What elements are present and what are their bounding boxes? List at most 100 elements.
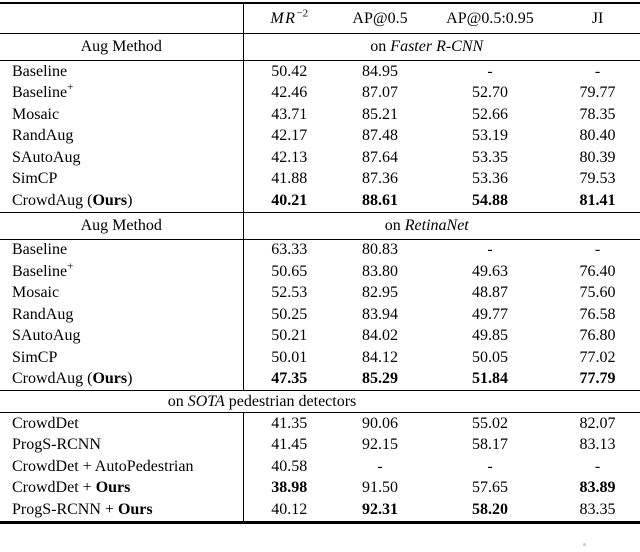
table-row: Mosaic 52.53 82.95 48.87 75.60 <box>0 282 640 304</box>
metric-value: 92.31 <box>362 500 398 518</box>
row-label: RandAug <box>12 127 74 145</box>
row-label: RandAug <box>12 305 74 323</box>
metric-value: 51.84 <box>425 368 555 391</box>
table-row-ours: CrowdAug (Ours) 40.21 88.61 54.88 81.41 <box>0 190 640 213</box>
band-suffix: pedestrian detectors <box>224 392 357 410</box>
metric-value: 76.40 <box>579 262 616 280</box>
metric-value: - <box>487 62 493 80</box>
row-label: SimCP <box>12 170 58 188</box>
metric-value: 83.80 <box>362 262 398 280</box>
metric-value: 50.65 <box>242 261 335 283</box>
metric-value: 54.88 <box>425 190 555 213</box>
metric-value: 87.48 <box>362 127 398 145</box>
group-header-aug-method: Aug Method <box>0 33 243 61</box>
metric-value: 76.80 <box>579 327 616 345</box>
metric-value: 79.53 <box>579 170 616 188</box>
table-row: RandAug 50.25 83.94 49.77 76.58 <box>0 304 640 326</box>
metric-value: 88.61 <box>335 190 425 213</box>
metric-value: 47.35 <box>242 368 335 391</box>
row-label-ours: Ours <box>92 191 128 209</box>
metric-value: 85.21 <box>362 105 398 123</box>
metric-value: 83.35 <box>579 500 616 518</box>
table-row: Baseline+ 42.46 87.07 52.70 79.77 <box>0 82 640 104</box>
metric-value: 38.98 <box>242 477 335 499</box>
row-label-pre: ProgS-RCNN + <box>12 500 118 518</box>
metric-value: 40.58 <box>242 456 335 478</box>
table-row: CrowdDet + AutoPedestrian 40.58 - - - <box>0 456 640 478</box>
metric-value: 53.36 <box>472 170 508 188</box>
metric-value: 40.21 <box>242 190 335 213</box>
metric-value: 49.63 <box>472 262 508 280</box>
row-label: Baseline <box>12 62 68 80</box>
metric-value: 50.25 <box>242 304 335 326</box>
metric-value: 81.41 <box>555 190 640 213</box>
row-label: Mosaic <box>12 284 60 302</box>
table-row: Baseline 63.33 80.83 - - <box>0 239 640 261</box>
row-label-sup: + <box>67 261 74 273</box>
table-row: SimCP 50.01 84.12 50.05 77.02 <box>0 347 640 369</box>
metric-value: 87.07 <box>362 84 398 102</box>
metric-value: - <box>594 62 601 80</box>
metric-value: 53.35 <box>472 148 508 166</box>
metric-value: 49.77 <box>472 305 508 323</box>
metric-value: 80.39 <box>579 148 616 166</box>
group-header-row: Aug Method on Faster R-CNN <box>0 33 640 61</box>
row-label-post: ) <box>127 370 133 388</box>
metric-header-row: MR−2 AP@0.5 AP@0.5:0.95 JI <box>0 3 640 34</box>
metric-value: 42.46 <box>242 82 335 104</box>
metric-value: 82.07 <box>579 414 616 432</box>
row-label: SAutoAug <box>12 148 81 166</box>
metric-value: 75.60 <box>579 284 616 302</box>
mr-exponent: −2 <box>296 7 309 20</box>
row-label-post: ) <box>127 191 133 209</box>
metric-value: 41.45 <box>242 434 335 456</box>
row-label-pre: CrowdAug ( <box>12 191 93 209</box>
row-label: SAutoAug <box>12 327 81 345</box>
row-label-text: Baseline <box>12 262 68 280</box>
col-header-ji: JI <box>555 3 640 34</box>
col-header-mr: MR−2 <box>242 3 335 34</box>
table-row: SAutoAug 42.13 87.64 53.35 80.39 <box>0 147 640 169</box>
detector-name: RetinaNet <box>404 216 469 234</box>
metric-value: 55.02 <box>472 414 508 432</box>
table-row: SAutoAug 50.21 84.02 49.85 76.80 <box>0 325 640 347</box>
table-row-ours: CrowdAug (Ours) 47.35 85.29 51.84 77.79 <box>0 368 640 391</box>
table-row: SimCP 41.88 87.36 53.36 79.53 <box>0 168 640 190</box>
band-sota: SOTA <box>187 392 225 410</box>
row-label-text: Baseline <box>12 84 68 102</box>
row-label-ours: Ours <box>95 479 131 497</box>
metric-value: 83.13 <box>579 436 616 454</box>
metric-value: 80.83 <box>362 241 398 259</box>
metric-value: 83.89 <box>579 479 616 497</box>
row-label-ours: Ours <box>92 370 128 388</box>
metric-value: 84.02 <box>362 327 398 345</box>
table-row: RandAug 42.17 87.48 53.19 80.40 <box>0 125 640 147</box>
row-label-sup: + <box>67 82 74 94</box>
metric-value: 42.13 <box>242 147 335 169</box>
table-row: CrowdDet 41.35 90.06 55.02 82.07 <box>0 412 640 435</box>
metric-value: 41.35 <box>242 412 335 435</box>
metric-value: 58.20 <box>472 500 508 518</box>
table-row: Baseline 50.42 84.95 - - <box>0 60 640 83</box>
row-label-pre: CrowdDet + <box>12 479 96 497</box>
section-band-label: on SOTA pedestrian detectors <box>0 390 640 413</box>
col-header-ap50: AP@0.5 <box>335 3 425 34</box>
metric-value: 43.71 <box>242 104 335 126</box>
metric-value: 78.35 <box>579 105 616 123</box>
col-header-ap50-95: AP@0.5:0.95 <box>425 3 555 34</box>
row-label: ProgS-RCNN <box>12 436 101 454</box>
metric-value: 58.17 <box>472 436 508 454</box>
metric-value: - <box>594 457 601 475</box>
row-label-pre: CrowdAug ( <box>12 370 93 388</box>
row-label: CrowdDet + AutoPedestrian <box>12 457 194 475</box>
metric-value: 84.95 <box>362 62 398 80</box>
metric-value: 90.06 <box>362 414 398 432</box>
table-row-ours: CrowdDet + Ours 38.98 91.50 57.65 83.89 <box>0 477 640 499</box>
group-header-aug-method: Aug Method <box>0 212 243 240</box>
metric-value: 52.70 <box>472 84 508 102</box>
table-row-ours: ProgS-RCNN + Ours 40.12 92.31 58.20 83.3… <box>0 499 640 522</box>
row-label-ours: Ours <box>117 500 153 518</box>
metric-value: 50.01 <box>242 347 335 369</box>
metric-value: 77.02 <box>579 348 616 366</box>
metric-value: - <box>377 457 383 475</box>
